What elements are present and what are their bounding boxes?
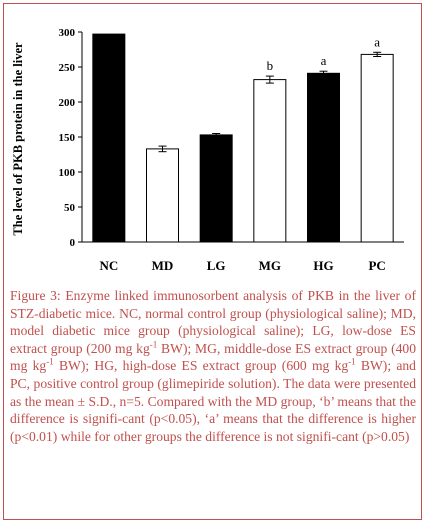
y-tick-label: 150 [59,132,76,144]
category-label-pc: PC [368,258,385,273]
significance-label-mg: b [267,58,274,73]
bar-lg [199,134,233,243]
category-label-nc: NC [99,258,118,273]
error-bar-md [158,145,167,153]
figure-caption: Figure 3: Enzyme linked immunosorbent an… [10,287,416,445]
error-bar-mg [265,75,274,84]
y-tick-label: 100 [59,167,76,179]
caption-part-2: BW); MG, middle-dose ES extract group (4… [10,340,417,374]
caption-superscript-1: -1 [149,339,158,350]
y-tick-label: 200 [59,97,76,109]
y-tick-label: 50 [64,202,76,214]
bar-nc [92,33,126,243]
category-labels: NC MD LG MG HG PC [99,258,385,273]
significance-label-hg: a [321,53,327,68]
category-label-lg: LG [207,258,226,273]
bars: b a a [92,33,394,243]
y-axis-title: The level of PKB protein in the liver [11,42,25,236]
y-tick-label: 300 [59,27,76,39]
caption-superscript-2: -1 [46,356,54,367]
error-bar-lg [212,133,221,137]
y-tick-label: 250 [59,62,76,74]
caption-part-3: BW); HG, high-dose ES extract group (600… [53,358,349,374]
category-label-hg: HG [313,258,333,273]
category-label-mg: MG [259,258,281,273]
bar-pc [360,53,394,243]
y-tick-label: 0 [70,237,76,249]
figure-frame: The level of PKB protein in the liver 0 5… [3,3,422,520]
bar-md [146,148,179,243]
bar-hg [307,72,340,243]
error-bar-hg [319,70,328,76]
caption-part-1: Figure 3: Enzyme linked immunosorbent an… [10,288,416,356]
caption-superscript-3: -1 [348,356,356,367]
error-bar-pc [373,51,382,57]
caption-part-4: BW); and PC, positive control group (gli… [10,358,416,444]
significance-label-pc: a [374,34,380,49]
bar-chart: The level of PKB protein in the liver 0 5… [11,27,404,273]
bar-mg [253,79,287,243]
category-label-md: MD [152,258,174,273]
y-ticks: 0 50 100 150 200 250 300 [59,27,82,249]
y-axis-title-group: The level of PKB protein in the liver [11,42,25,236]
